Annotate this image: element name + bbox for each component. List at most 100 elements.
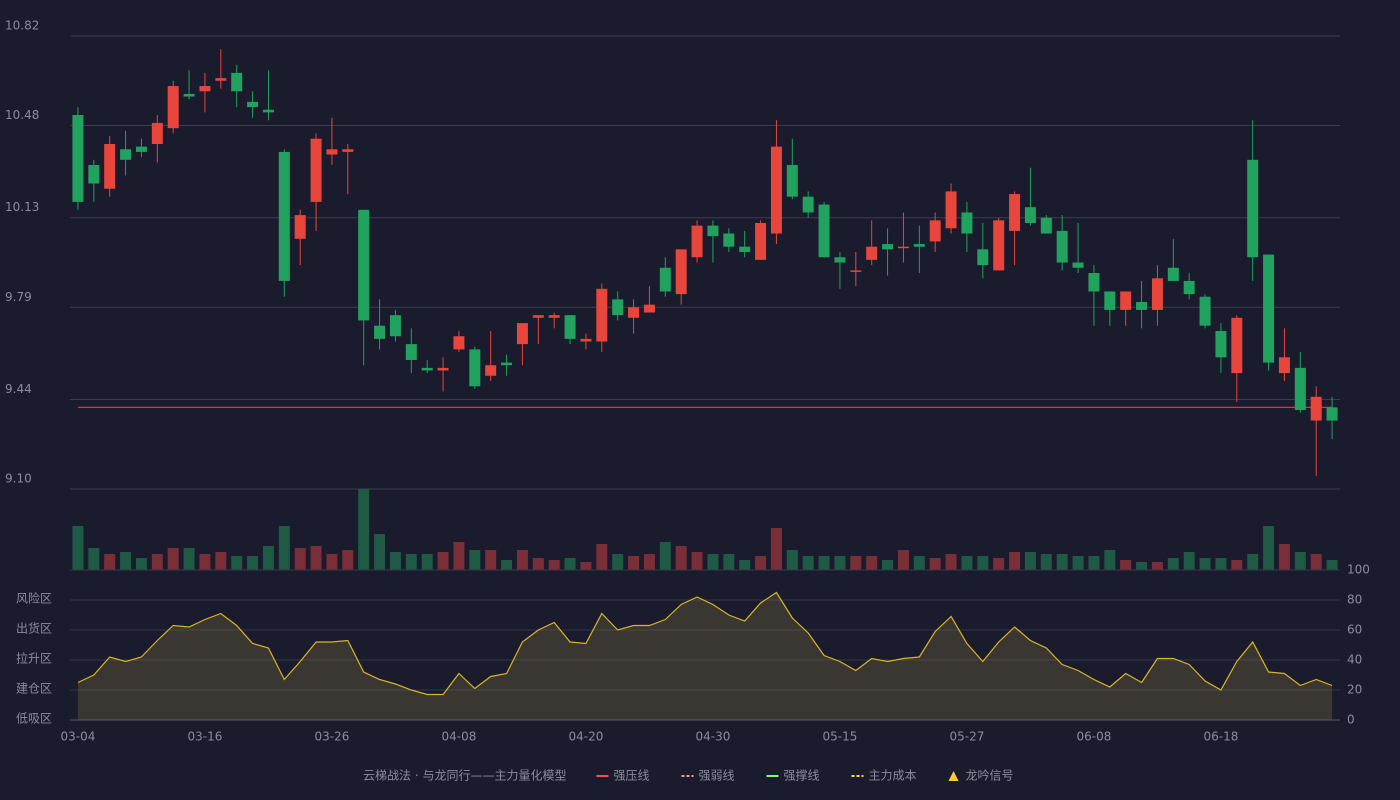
candle-body (183, 93, 195, 97)
candle-body (167, 86, 179, 129)
volume-bar (374, 534, 386, 570)
candle-body (1009, 194, 1021, 231)
volume-bar (358, 489, 370, 570)
candle-body (1294, 367, 1306, 410)
candle-body (1056, 230, 1068, 263)
volume-bar (596, 544, 608, 570)
candle-body (294, 215, 306, 239)
x-tick-label: 03-04 (61, 730, 96, 744)
candle-body (358, 209, 370, 321)
candle-body (596, 288, 608, 342)
legend-label: 强压线 (613, 769, 649, 783)
volume-bar (1215, 558, 1227, 570)
candle-body (866, 246, 878, 260)
volume-bar (1072, 556, 1084, 570)
volume-bar (548, 560, 560, 570)
volume-bar (183, 548, 195, 570)
candle-body (342, 149, 354, 152)
candle-body (326, 149, 338, 155)
volume-bar (675, 546, 687, 570)
candle-body (564, 315, 576, 339)
candle-body (913, 244, 925, 247)
volume-bar (167, 548, 179, 570)
volume-bar (278, 526, 290, 570)
y-tick-label: 100 (1347, 563, 1370, 577)
candle-body (151, 122, 163, 144)
volume-bar (929, 558, 941, 570)
volume-bar (1024, 552, 1036, 570)
candle-body (1167, 267, 1179, 281)
x-tick-label: 03-16 (188, 730, 223, 744)
y-tick-label: 20 (1347, 683, 1362, 697)
zone-label: 风险区 (16, 591, 52, 606)
candle-body (278, 151, 290, 281)
x-tick-label: 06-18 (1204, 730, 1239, 744)
volume-bar (1183, 552, 1195, 570)
candle-body (374, 325, 386, 339)
candle-body (1088, 273, 1100, 292)
volume-bar (723, 554, 735, 570)
candle-body (691, 225, 703, 258)
volume-bar (818, 556, 830, 570)
volume-bar (1136, 562, 1148, 570)
candle-body (1263, 254, 1275, 363)
candle-body (993, 220, 1005, 271)
y-tick-label: 60 (1347, 623, 1362, 637)
zone-label: 拉升区 (16, 651, 52, 666)
candle-body (786, 165, 798, 197)
volume-bar (310, 546, 322, 570)
volume-bar (516, 550, 528, 570)
indicator-line (77, 591, 1333, 696)
candle-body (1151, 278, 1163, 310)
volume-bar (643, 554, 655, 570)
x-tick-label: 03-26 (315, 730, 350, 744)
candle-body (802, 196, 814, 213)
candle-body (1183, 280, 1195, 295)
zone-label: 建仓区 (16, 682, 52, 696)
y-tick-label: 0 (1347, 713, 1355, 727)
y-tick-label: 9.79 (5, 290, 32, 304)
legend-label: 主力成本 (869, 769, 917, 783)
candle-body (770, 146, 782, 234)
candle-body (612, 299, 624, 316)
x-tick-label: 05-15 (823, 730, 858, 744)
candle-body (675, 249, 687, 295)
volume-bar (1104, 550, 1116, 570)
candle-body (532, 315, 544, 318)
volume-bar (135, 558, 147, 570)
candle-body (897, 246, 909, 249)
candle-body (548, 315, 560, 318)
candle-body (818, 204, 830, 258)
candle-body (739, 246, 751, 252)
candle-body (961, 212, 973, 234)
volume-bar (326, 554, 338, 570)
candle-body (88, 165, 100, 184)
candle-body (882, 244, 894, 250)
candle-body (516, 323, 528, 345)
candle-body (1040, 217, 1052, 234)
candle-body (405, 344, 417, 360)
volume-bar (247, 556, 259, 570)
volume-bar (120, 552, 132, 570)
candle-body (1120, 291, 1132, 310)
candle-body (199, 86, 211, 92)
volume-bar (453, 542, 465, 570)
candle-body (945, 191, 957, 229)
volume-bar (739, 560, 751, 570)
volume-bar (231, 556, 243, 570)
candle-body (834, 257, 846, 263)
legend-label: 强弱线 (698, 769, 734, 783)
volume-bar (1120, 560, 1132, 570)
volume-bar (294, 548, 306, 570)
volume-bar (882, 560, 894, 570)
candle-body (310, 138, 322, 202)
candle-body (1278, 357, 1290, 374)
volume-bar (691, 552, 703, 570)
volume-bar (866, 556, 878, 570)
candle-body (104, 143, 116, 189)
volume-bar (628, 556, 640, 570)
volume-bar (913, 556, 925, 570)
volume-bar (262, 546, 274, 570)
volume-bar (770, 528, 782, 570)
